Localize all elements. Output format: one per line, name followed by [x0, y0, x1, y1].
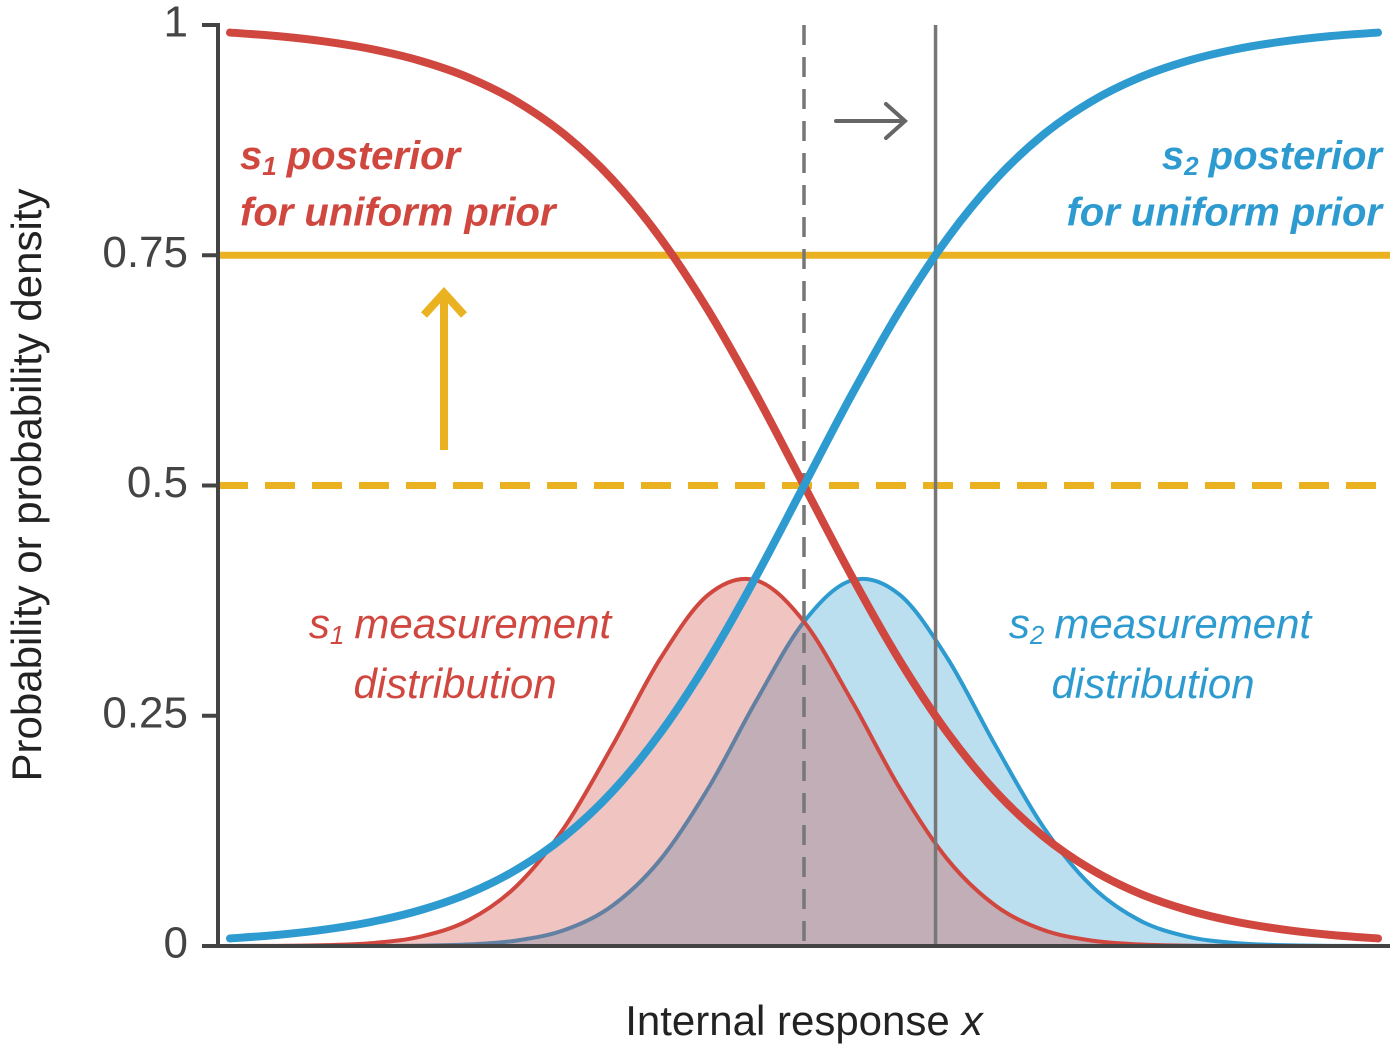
annotation: distribution — [1051, 660, 1254, 707]
annotation-symbol: s — [309, 600, 330, 647]
y-axis-title: Probability or probability density — [3, 189, 50, 782]
annotation-subscript: 2 — [1029, 620, 1045, 650]
x-axis-title: Internal response x — [625, 997, 985, 1044]
annotation: s2 posterior — [1162, 134, 1385, 181]
curve — [225, 28, 1383, 943]
y-tick-label: 0.75 — [102, 228, 188, 277]
axis-layer: 0 0.25 0.5 0.75 1 — [102, 0, 1390, 968]
y-tick-label: 0.5 — [127, 458, 188, 507]
annotation-subscript: 1 — [330, 620, 344, 650]
annotation: distribution — [353, 660, 556, 707]
x-axis-title-var: x — [960, 997, 985, 1044]
annotation: s1 measurement — [309, 600, 614, 650]
annotation-text: posterior — [1208, 134, 1385, 178]
annotation-symbol: s — [240, 134, 262, 178]
x-axis-title-text: Internal response — [625, 997, 950, 1044]
annotation-subscript: 1 — [262, 151, 276, 181]
annotation: s2 measurement — [1009, 600, 1314, 650]
annotation: for uniform prior — [1066, 191, 1384, 235]
y-tick-label: 0.25 — [102, 688, 188, 737]
annotation-symbol: s — [1009, 600, 1030, 647]
annotation-symbol: s — [1162, 134, 1184, 178]
line-layer — [225, 28, 1383, 943]
annotation: for uniform prior — [240, 191, 558, 235]
annotation: s1 posterior — [240, 134, 463, 181]
shift-arrow — [834, 102, 908, 140]
annotation-text: posterior — [286, 134, 463, 178]
annotation-subscript: 2 — [1183, 151, 1199, 181]
y-tick-label: 1 — [164, 0, 188, 47]
raise-arrow — [421, 287, 467, 450]
annotation-text: measurement — [1054, 600, 1313, 647]
y-tick-label: 0 — [164, 919, 188, 968]
annotation-text: measurement — [354, 600, 613, 647]
